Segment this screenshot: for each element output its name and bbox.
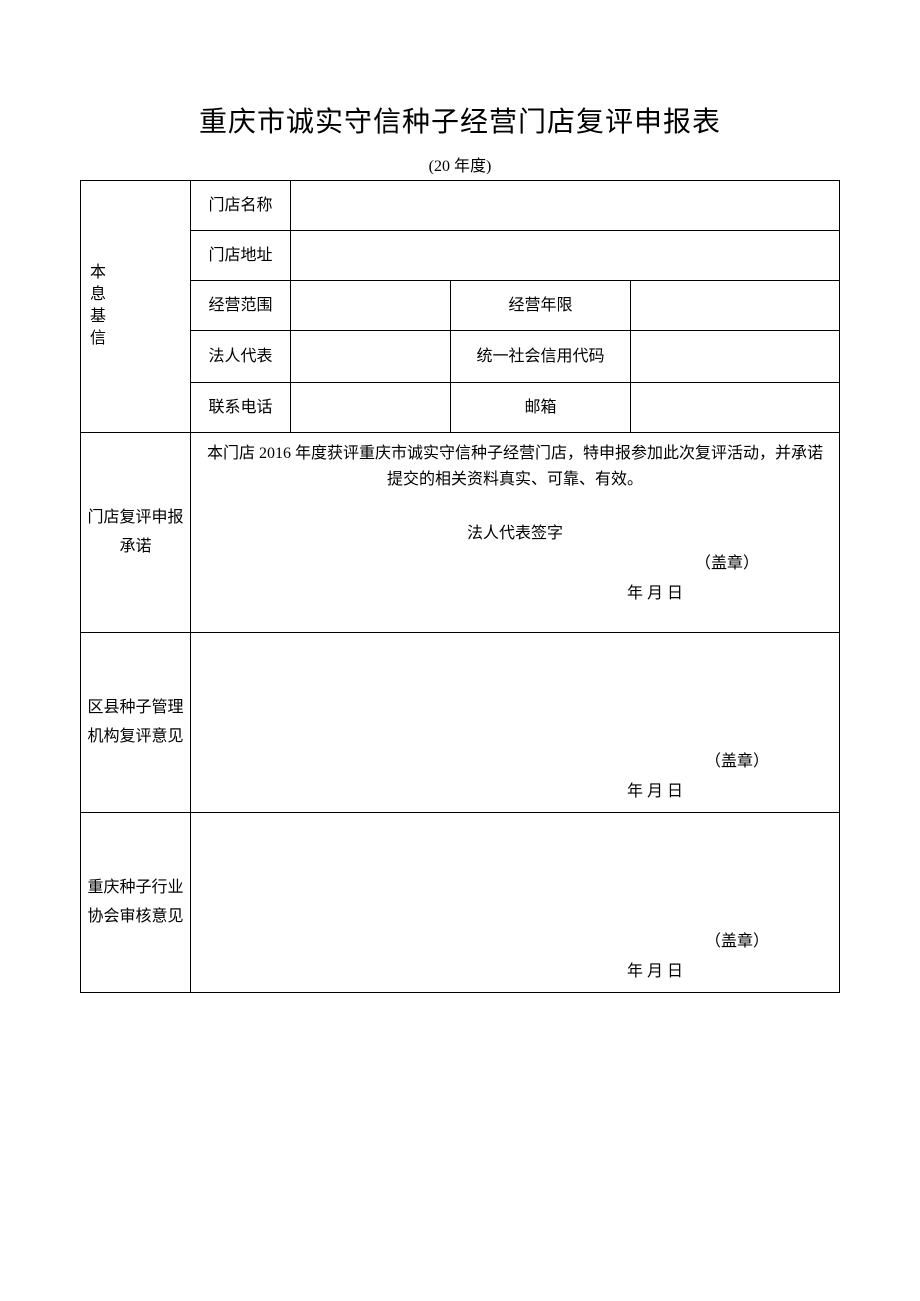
credit-code-label: 统一社会信用代码: [451, 331, 631, 383]
county-opinion-section: （盖章） 年 月 日: [191, 633, 840, 813]
county-date: 年 月 日: [191, 780, 839, 804]
promise-section: 本门店 2016 年度获评重庆市诚实守信种子经营门店，特申报参加此次复评活动，并…: [191, 433, 840, 633]
assoc-date: 年 月 日: [191, 960, 839, 984]
credit-code-value: [631, 331, 840, 383]
page-subtitle: (20 年度): [80, 152, 840, 176]
store-address-label: 门店地址: [191, 231, 291, 281]
basic-info-section-label: 本息基信: [81, 181, 191, 433]
store-name-value: [291, 181, 840, 231]
county-stamp: （盖章）: [191, 750, 839, 774]
legal-rep-value: [291, 331, 451, 383]
sign-label: 法人代表签字: [201, 522, 829, 546]
email-label: 邮箱: [451, 383, 631, 433]
phone-label: 联系电话: [191, 383, 291, 433]
store-address-value: [291, 231, 840, 281]
phone-value: [291, 383, 451, 433]
scope-value: [291, 281, 451, 331]
legal-rep-label: 法人代表: [191, 331, 291, 383]
promise-row-label: 门店复评申报承诺: [81, 433, 191, 633]
assoc-opinion-row-label: 重庆种子行业协会审核意见: [81, 813, 191, 993]
years-value: [631, 281, 840, 331]
promise-text: 本门店 2016 年度获评重庆市诚实守信种子经营门店，特申报参加此次复评活动，并…: [201, 441, 829, 492]
page-title: 重庆市诚实守信种子经营门店复评申报表: [80, 100, 840, 140]
assoc-stamp: （盖章）: [191, 930, 839, 954]
county-opinion-row-label: 区县种子管理机构复评意见: [81, 633, 191, 813]
promise-stamp: （盖章）: [201, 552, 829, 576]
promise-date: 年 月 日: [201, 582, 829, 606]
application-form-table: 本息基信 门店名称 门店地址 经营范围 经营年限 法人代表 统一社会信用代码 联…: [80, 180, 840, 993]
store-name-label: 门店名称: [191, 181, 291, 231]
assoc-opinion-section: （盖章） 年 月 日: [191, 813, 840, 993]
years-label: 经营年限: [451, 281, 631, 331]
scope-label: 经营范围: [191, 281, 291, 331]
email-value: [631, 383, 840, 433]
